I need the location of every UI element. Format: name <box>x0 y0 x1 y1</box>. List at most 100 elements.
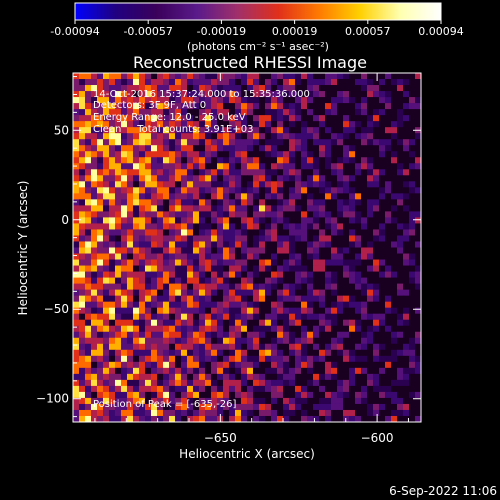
heatmap-cell <box>325 127 332 134</box>
heatmap-cell <box>265 379 272 387</box>
heatmap-cell <box>79 259 86 266</box>
heatmap-cell <box>253 283 260 291</box>
heatmap-cell <box>115 187 122 194</box>
heatmap-cell <box>163 301 170 309</box>
heatmap-cell <box>199 397 206 405</box>
heatmap-cell <box>331 139 338 146</box>
heatmap-cell <box>313 307 320 315</box>
heatmap-cell <box>157 205 164 212</box>
heatmap-cell <box>175 127 182 134</box>
heatmap-cell <box>415 277 421 285</box>
heatmap-cell <box>307 367 314 375</box>
heatmap-cell <box>289 175 296 182</box>
heatmap-cell <box>133 397 140 405</box>
heatmap-cell <box>187 139 194 146</box>
heatmap-cell <box>355 295 362 303</box>
heatmap-cell <box>271 391 278 399</box>
heatmap-cell <box>337 181 344 188</box>
heatmap-cell <box>343 349 350 357</box>
heatmap-cell <box>355 271 362 278</box>
heatmap-cell <box>145 391 152 399</box>
heatmap-cell <box>307 397 314 405</box>
heatmap-cell <box>295 265 302 272</box>
heatmap-cell <box>415 109 421 116</box>
heatmap-cell <box>133 133 140 140</box>
heatmap-cell <box>139 79 146 86</box>
heatmap-cell <box>115 331 122 339</box>
heatmap-cell <box>391 169 398 176</box>
heatmap-cell <box>133 283 140 291</box>
colorbar-tick-label: 0.00019 <box>272 25 318 38</box>
heatmap-cell <box>253 181 260 188</box>
heatmap-cell <box>301 289 308 297</box>
heatmap-cell <box>373 103 380 110</box>
heatmap-cell <box>73 385 80 393</box>
heatmap-cell <box>409 337 416 345</box>
heatmap-cell <box>91 319 98 327</box>
heatmap-cell <box>295 217 302 224</box>
heatmap-cell <box>319 73 326 80</box>
heatmap-cell <box>91 343 98 351</box>
heatmap-cell <box>235 283 242 291</box>
heatmap-cell <box>409 73 416 80</box>
heatmap-cell <box>343 367 350 375</box>
heatmap-cell <box>403 133 410 140</box>
heatmap-cell <box>325 355 332 363</box>
heatmap-cell <box>241 391 248 399</box>
heatmap-cell <box>187 277 194 285</box>
heatmap-cell <box>259 373 266 381</box>
heatmap-cell <box>121 289 128 297</box>
heatmap-cell <box>385 301 392 309</box>
heatmap-cell <box>121 217 128 224</box>
heatmap-cell <box>187 169 194 176</box>
heatmap-cell <box>139 175 146 182</box>
heatmap-cell <box>139 337 146 345</box>
heatmap-cell <box>181 259 188 266</box>
heatmap-cell <box>343 379 350 387</box>
heatmap-cell <box>229 355 236 363</box>
heatmap-cell <box>325 115 332 122</box>
heatmap-cell <box>175 223 182 230</box>
heatmap-cell <box>385 271 392 278</box>
heatmap-cell <box>319 235 326 242</box>
heatmap-cell <box>343 127 350 134</box>
heatmap-cell <box>229 415 236 422</box>
heatmap-cell <box>145 343 152 351</box>
heatmap-cell <box>415 283 421 291</box>
heatmap-cell <box>331 325 338 333</box>
heatmap-cell <box>337 223 344 230</box>
heatmap-cell <box>193 349 200 357</box>
heatmap-cell <box>85 361 92 369</box>
heatmap-cell <box>241 79 248 86</box>
heatmap-cell <box>103 163 110 170</box>
heatmap-cell <box>187 97 194 104</box>
heatmap-cell <box>325 319 332 327</box>
heatmap-cell <box>151 169 158 176</box>
heatmap-cell <box>181 169 188 176</box>
heatmap-cell <box>139 109 146 116</box>
heatmap-cell <box>103 247 110 254</box>
heatmap-cell <box>265 253 272 260</box>
heatmap-cell <box>205 355 212 363</box>
heatmap-cell <box>223 253 230 260</box>
heatmap-cell <box>175 337 182 345</box>
heatmap-cell <box>157 217 164 224</box>
heatmap-cell <box>121 211 128 218</box>
heatmap-cell <box>127 163 134 170</box>
heatmap-cell <box>139 97 146 104</box>
heatmap-cell <box>415 139 421 146</box>
heatmap-cell <box>115 115 122 122</box>
heatmap-cell <box>79 175 86 182</box>
heatmap-cell <box>211 193 218 200</box>
heatmap-cell <box>391 199 398 206</box>
heatmap-cell <box>79 85 86 92</box>
heatmap-cell <box>187 325 194 333</box>
heatmap-cell <box>325 109 332 116</box>
heatmap-cell <box>85 205 92 212</box>
heatmap-cell <box>331 133 338 140</box>
heatmap-cell <box>187 79 194 86</box>
heatmap-cell <box>163 397 170 405</box>
heatmap-cell <box>349 343 356 351</box>
heatmap-cell <box>319 187 326 194</box>
heatmap-cell <box>205 343 212 351</box>
